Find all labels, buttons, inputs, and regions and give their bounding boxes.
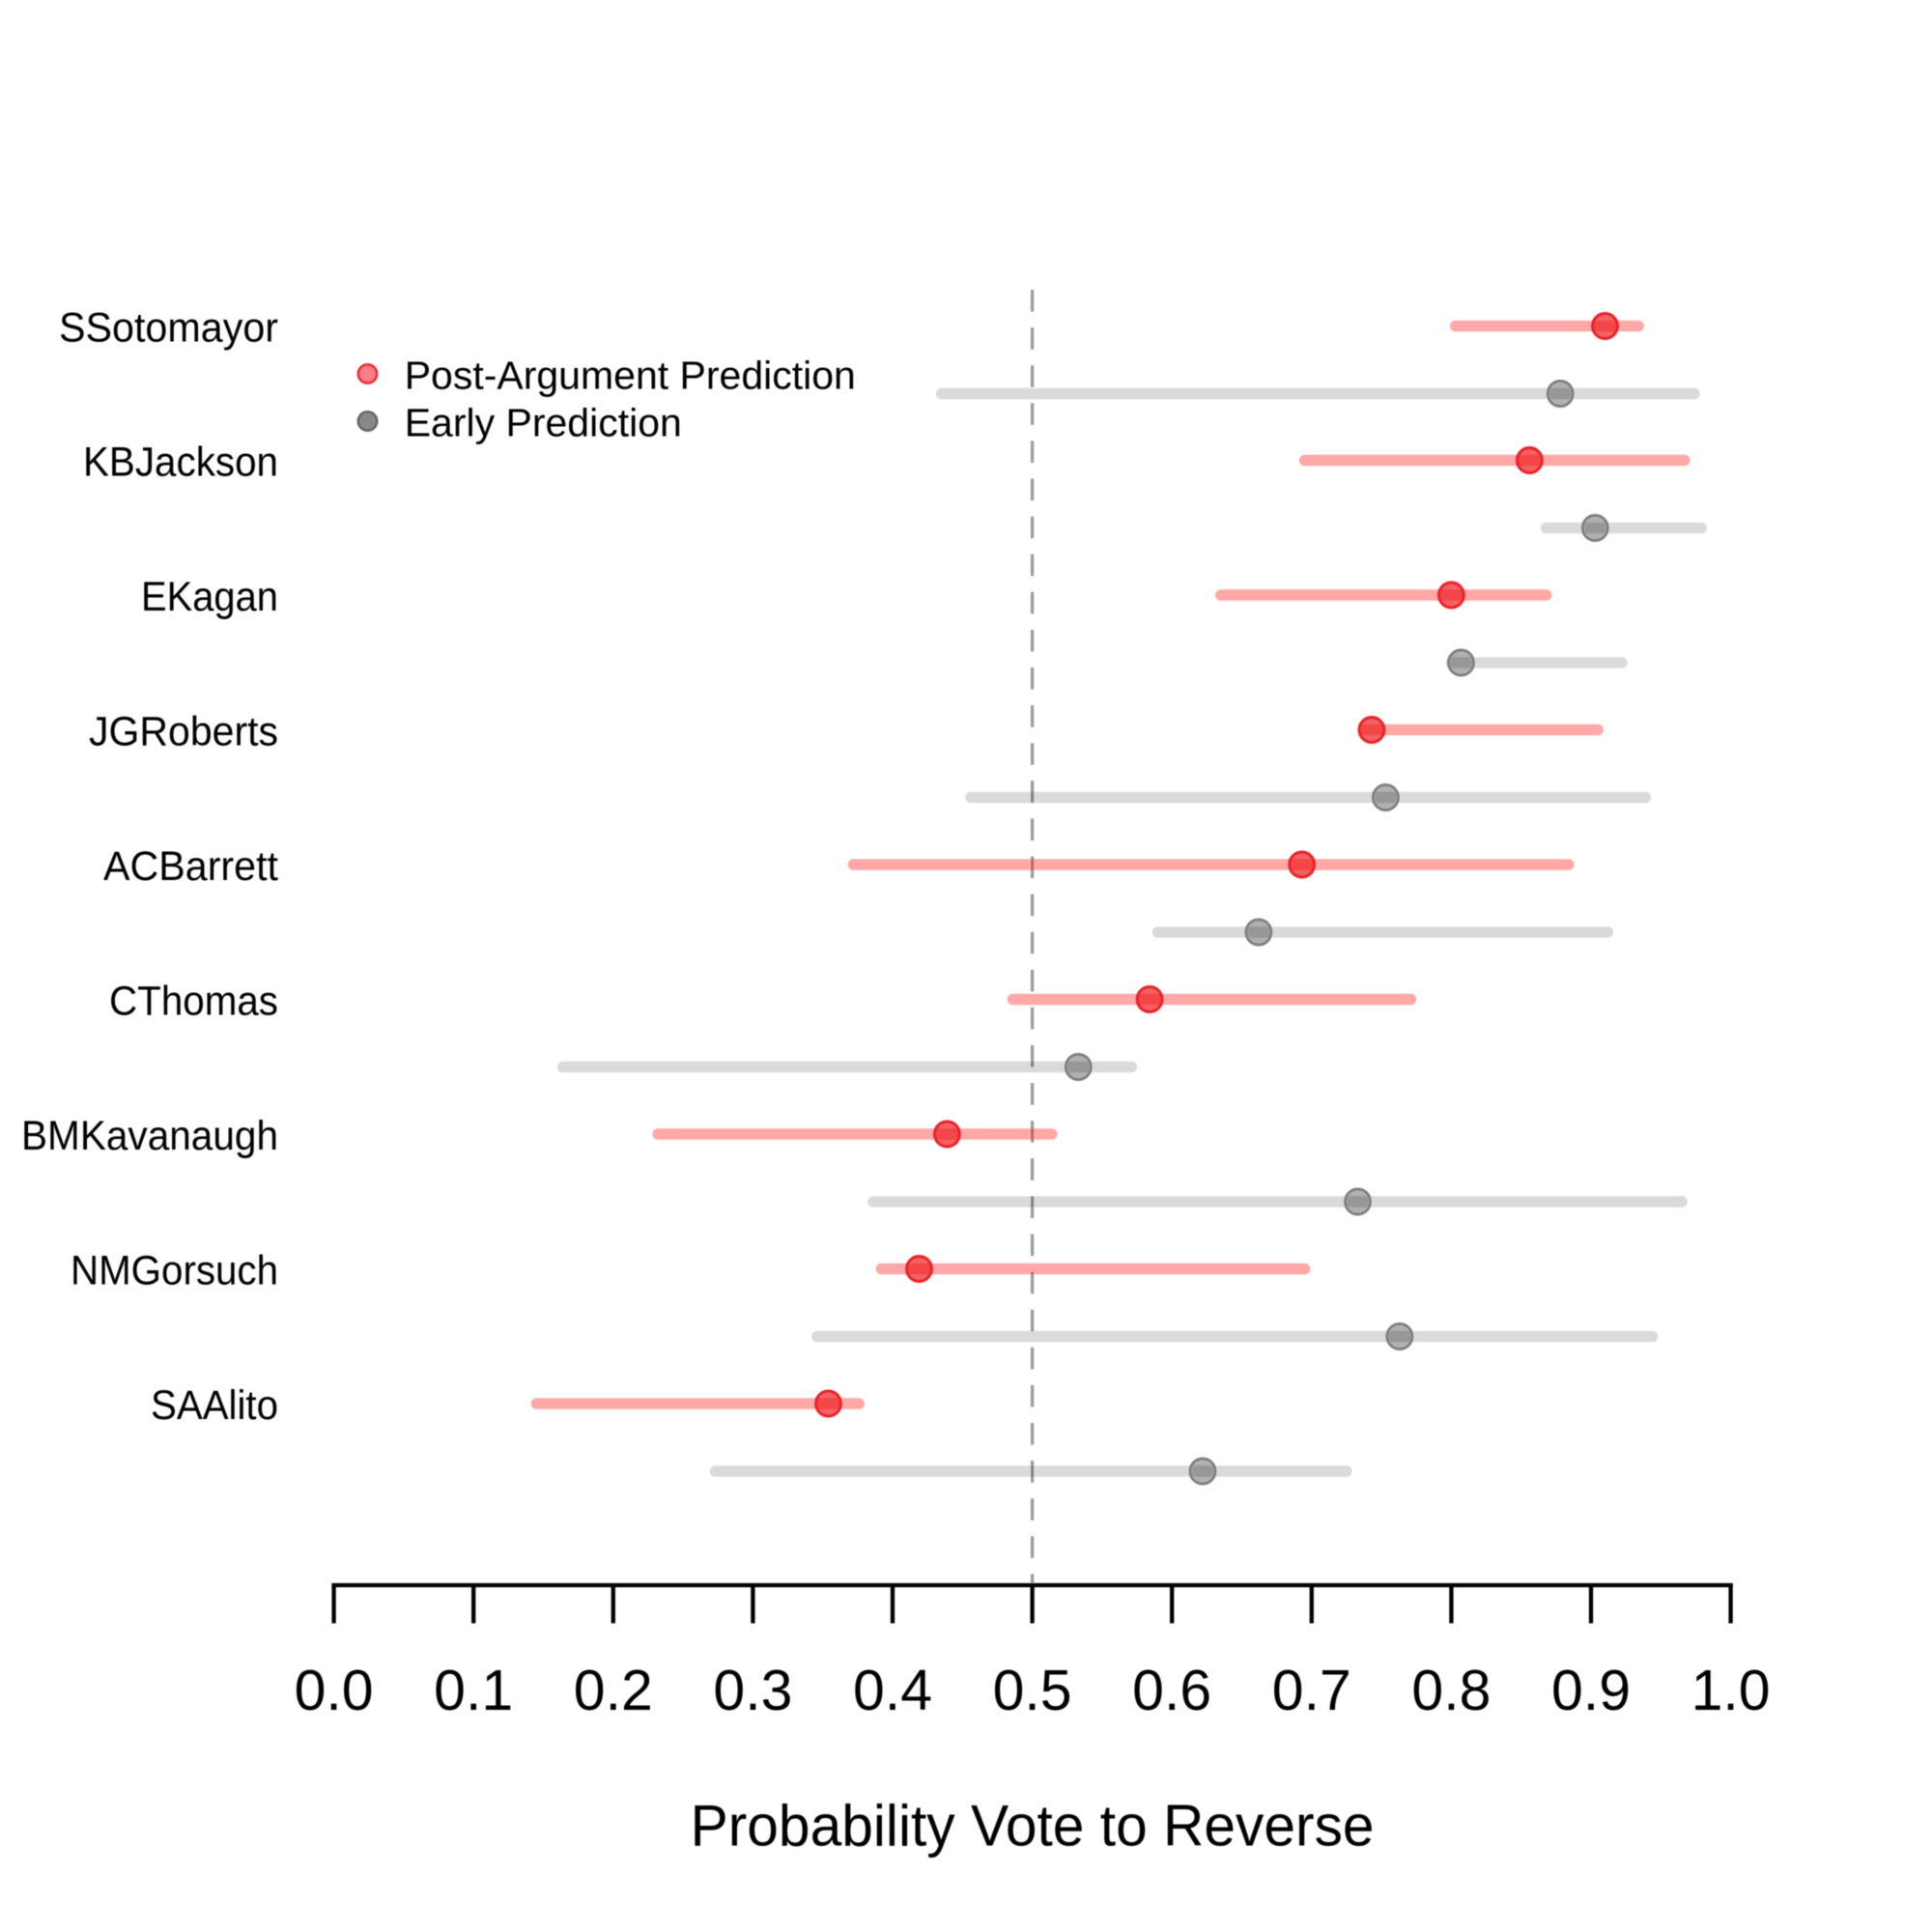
svg-text:0.4: 0.4 (853, 1659, 932, 1722)
svg-text:0.5: 0.5 (993, 1659, 1072, 1722)
svg-text:SSotomayor: SSotomayor (59, 305, 278, 352)
svg-text:0.9: 0.9 (1551, 1659, 1631, 1722)
svg-text:SAAlito: SAAlito (151, 1382, 278, 1429)
svg-text:Probability Vote to Reverse: Probability Vote to Reverse (691, 1794, 1375, 1859)
svg-text:0.0: 0.0 (295, 1659, 374, 1722)
svg-text:0.8: 0.8 (1411, 1659, 1491, 1722)
svg-text:0.7: 0.7 (1272, 1659, 1351, 1722)
svg-text:Post-Argument Prediction: Post-Argument Prediction (405, 353, 856, 397)
svg-text:1.0: 1.0 (1691, 1659, 1771, 1722)
svg-text:0.3: 0.3 (713, 1659, 792, 1722)
svg-text:0.1: 0.1 (434, 1659, 513, 1722)
svg-text:Early Prediction: Early Prediction (405, 400, 682, 444)
svg-text:JGRoberts: JGRoberts (89, 709, 278, 755)
svg-text:BMKavanaugh: BMKavanaugh (21, 1113, 278, 1159)
svg-text:CThomas: CThomas (109, 979, 278, 1025)
svg-text:KBJackson: KBJackson (83, 440, 278, 486)
svg-text:ACBarrett: ACBarrett (103, 843, 278, 890)
svg-text:NMGorsuch: NMGorsuch (71, 1248, 278, 1294)
svg-text:0.6: 0.6 (1132, 1659, 1211, 1722)
svg-text:EKagan: EKagan (141, 574, 278, 620)
svg-text:0.2: 0.2 (574, 1659, 653, 1722)
